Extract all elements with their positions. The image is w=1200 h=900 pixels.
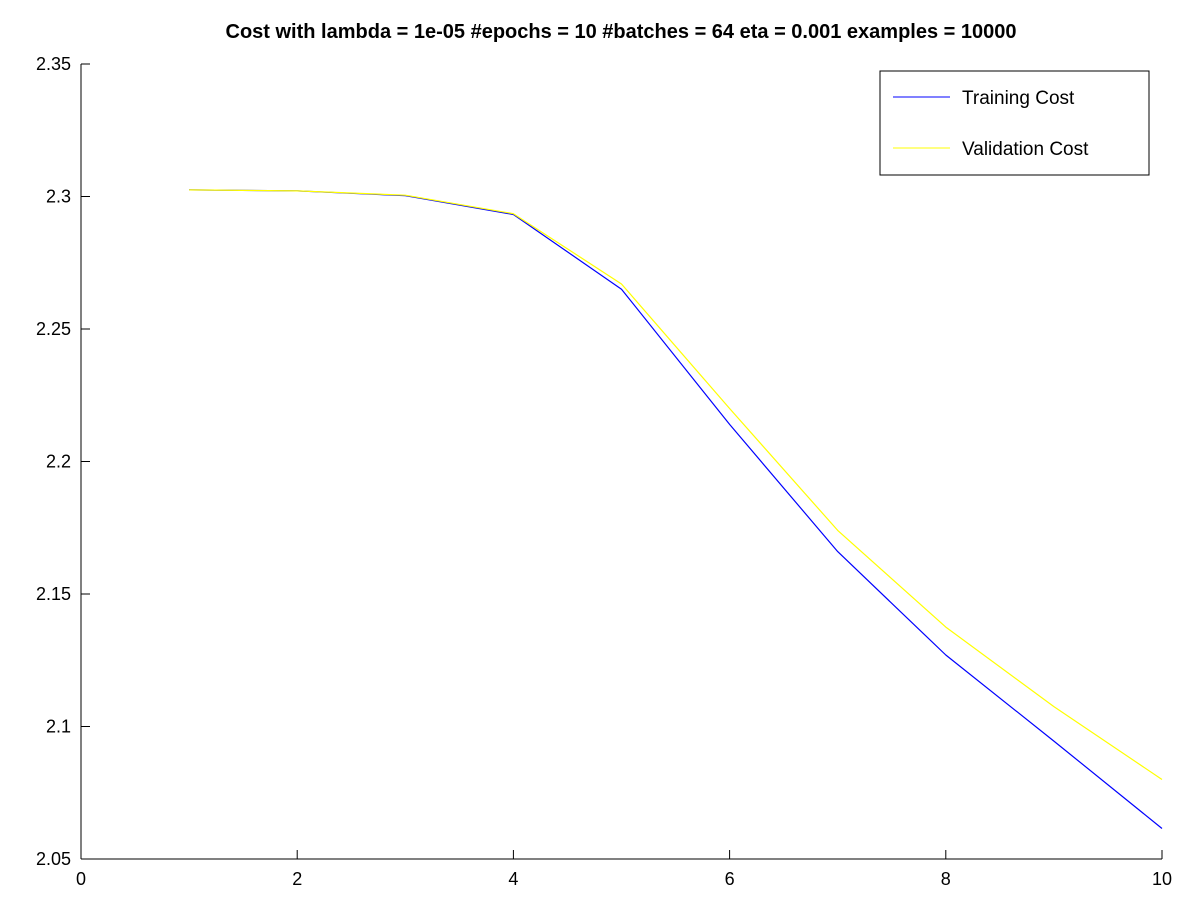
chart-title: Cost with lambda = 1e-05 #epochs = 10 #b… [226,21,1017,43]
x-tick-label: 0 [76,869,86,889]
y-tick-label: 2.3 [46,187,71,207]
x-tick-label: 4 [508,869,518,889]
y-tick-label: 2.1 [46,717,71,737]
legend: Training Cost Validation Cost [879,70,1150,176]
x-tick-label: 6 [725,869,735,889]
legend-label-training-cost: Training Cost [962,88,1075,109]
y-tick-label: 2.2 [46,452,71,472]
y-tick-label: 2.15 [36,584,71,604]
series-line-validation-cost [189,189,1163,780]
y-tick-label: 2.25 [36,319,71,339]
ticks: 0 2 4 6 8 10 2.05 2.1 2.15 2.2 2.25 2.3 2.35 [36,54,1172,889]
x-tick-label: 8 [941,869,951,889]
x-tick-label: 10 [1152,869,1172,889]
legend-label-validation-cost: Validation Cost [962,139,1089,160]
legend-box [879,70,1150,176]
x-tick-label: 2 [292,869,302,889]
y-tick-label: 2.05 [36,849,71,869]
series-lines [189,189,1163,829]
y-tick-label: 2.35 [36,54,71,74]
